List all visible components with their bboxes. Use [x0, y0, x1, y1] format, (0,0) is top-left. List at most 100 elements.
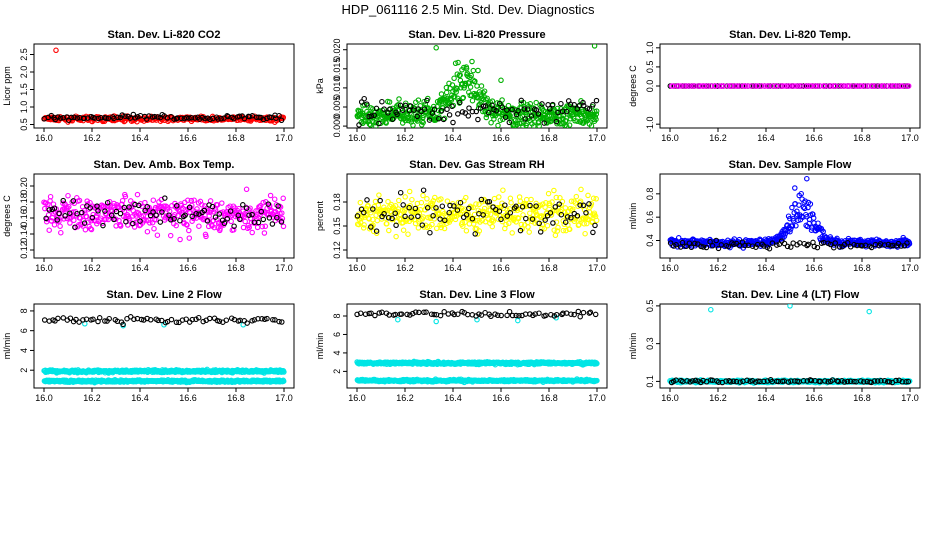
x-tick-label: 16.2 — [396, 133, 414, 143]
point-yellow — [490, 218, 497, 224]
point-magenta — [881, 83, 888, 89]
y-tick-label: 0.015 — [332, 58, 342, 81]
point-black — [568, 215, 574, 221]
point-green — [536, 123, 542, 128]
point-magenta — [808, 83, 815, 89]
point-magenta — [119, 197, 126, 204]
point-black — [408, 214, 414, 220]
point-black — [90, 316, 96, 323]
y-tick-label: 0.010 — [332, 77, 342, 100]
point-black — [381, 211, 387, 217]
x-tick-label: 16.0 — [348, 393, 366, 403]
point-blue — [820, 228, 826, 235]
point-magenta — [248, 219, 255, 226]
point-magenta — [230, 227, 237, 233]
point-green — [461, 64, 467, 71]
point-yellow — [463, 228, 470, 234]
point-magenta — [48, 218, 55, 224]
point-black — [700, 244, 707, 250]
point-black — [580, 309, 587, 316]
point-magenta — [144, 228, 151, 235]
point-black — [57, 115, 64, 121]
point-black — [402, 213, 408, 220]
point-magenta — [826, 83, 832, 89]
point-magenta — [145, 217, 152, 223]
point-green — [438, 91, 445, 97]
point-yellow — [420, 192, 426, 199]
point-black — [72, 224, 78, 230]
point-black — [424, 205, 431, 211]
point-black — [506, 119, 513, 126]
point-black — [144, 204, 151, 210]
point-black — [543, 312, 549, 319]
point-magenta — [134, 191, 141, 198]
point-outlier — [498, 77, 504, 84]
point-green — [441, 115, 448, 122]
point-black — [357, 310, 364, 316]
x-tick-label: 16.0 — [35, 393, 53, 403]
x-tick-label: 17.0 — [275, 263, 293, 273]
point-black — [804, 242, 810, 249]
x-tick-label: 16.8 — [853, 263, 871, 273]
point-black — [149, 114, 156, 120]
point-black — [56, 210, 62, 217]
point-black — [117, 210, 124, 217]
point-black — [399, 107, 406, 113]
point-green — [449, 82, 456, 88]
point-black — [244, 320, 250, 326]
point-black — [131, 316, 137, 323]
y-axis-label: ml/min — [315, 333, 325, 360]
x-tick-label: 16.4 — [444, 133, 462, 143]
y-tick-label: 4 — [19, 348, 29, 353]
point-black — [402, 102, 409, 109]
point-black — [258, 208, 265, 215]
point-magenta — [267, 192, 274, 199]
point-black — [366, 113, 372, 120]
point-black — [221, 220, 228, 227]
point-blue — [793, 223, 799, 229]
point-black — [725, 243, 732, 250]
figure-title: HDP_061116 2.5 Min. Std. Dev. Diagnostic… — [342, 2, 595, 17]
point-magenta — [684, 83, 690, 89]
point-black — [761, 243, 767, 249]
point-yellow — [566, 226, 573, 233]
y-tick-label: 2 — [19, 368, 29, 373]
point-magenta — [217, 226, 223, 232]
point-green — [592, 114, 599, 120]
point-black — [437, 312, 444, 319]
point-magenta — [228, 218, 234, 225]
point-black — [103, 115, 109, 121]
point-black — [372, 312, 378, 319]
plot-frame — [346, 43, 608, 129]
point-green — [451, 75, 457, 82]
point-magenta — [793, 83, 799, 89]
point-black — [377, 197, 383, 204]
point-magenta — [898, 83, 904, 89]
point-green — [464, 70, 471, 77]
point-magenta — [103, 216, 109, 222]
point-black — [473, 108, 480, 115]
point-black — [274, 214, 280, 221]
point-black — [186, 115, 192, 121]
point-green — [481, 88, 488, 94]
point-yellow — [460, 223, 466, 229]
point-yellow — [386, 227, 392, 234]
point-blue — [794, 211, 801, 218]
point-black — [580, 202, 587, 209]
point-black — [240, 202, 246, 208]
point-yellow — [476, 228, 483, 234]
point-black — [549, 101, 556, 108]
point-black — [123, 218, 129, 225]
point-magenta — [253, 208, 259, 214]
point-cyan2 — [280, 378, 287, 384]
point-green — [593, 111, 600, 117]
point-yellow — [384, 220, 390, 227]
point-black — [393, 222, 399, 229]
point-black — [692, 240, 698, 247]
y-tick-label: 1.0 — [19, 101, 29, 114]
data-points — [41, 314, 287, 386]
point-yellow — [360, 225, 367, 231]
point-black — [424, 97, 430, 104]
point-black — [466, 205, 472, 212]
